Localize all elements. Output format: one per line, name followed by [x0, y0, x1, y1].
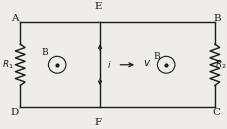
- Text: $i$: $i$: [106, 59, 111, 70]
- Text: E: E: [94, 2, 101, 11]
- Text: $R_1$: $R_1$: [2, 59, 13, 71]
- Text: D: D: [10, 108, 18, 117]
- Text: A: A: [11, 14, 18, 23]
- Text: B: B: [212, 14, 220, 23]
- Text: F: F: [94, 118, 101, 127]
- Text: $v$: $v$: [142, 58, 150, 68]
- Text: C: C: [212, 108, 220, 117]
- Text: B: B: [41, 48, 48, 57]
- Text: B: B: [153, 52, 159, 61]
- Text: $R_2$: $R_2$: [214, 59, 225, 71]
